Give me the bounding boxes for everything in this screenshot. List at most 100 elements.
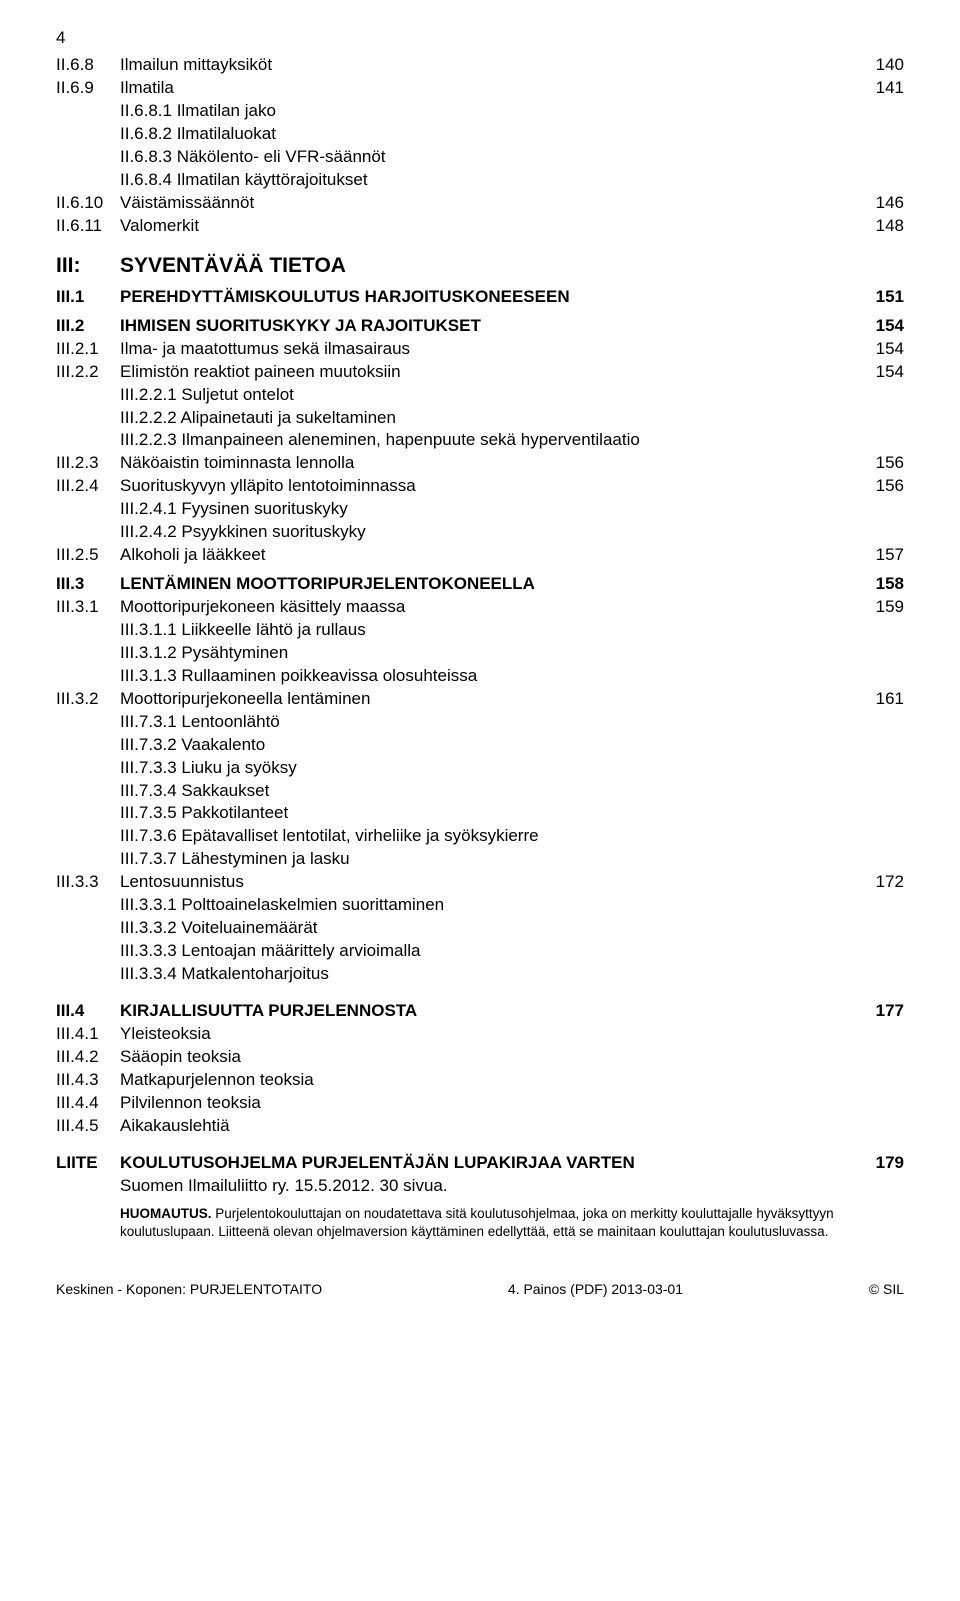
toc-label: LIITE: [56, 1152, 120, 1175]
toc-line: III.1PEREHDYTTÄMISKOULUTUS HARJOITUSKONE…: [56, 286, 904, 309]
toc-text: III.3.1.2 Pysähtyminen: [120, 642, 854, 665]
toc-text: III.3.1.3 Rullaaminen poikkeavissa olosu…: [120, 665, 854, 688]
toc-text: III.7.3.7 Lähestyminen ja lasku: [120, 848, 854, 871]
toc-line: III.7.3.3 Liuku ja syöksy: [56, 757, 904, 780]
toc-label: III.2.4: [56, 475, 120, 498]
toc-label: III.4.3: [56, 1069, 120, 1092]
toc-text: III.7.3.6 Epätavalliset lentotilat, virh…: [120, 825, 854, 848]
toc-line: II.6.8.3 Näkölento- eli VFR-säännöt: [56, 146, 904, 169]
toc-line: II.6.11Valomerkit148: [56, 215, 904, 238]
toc-line: III.3.3.3 Lentoajan määrittely arvioimal…: [56, 940, 904, 963]
toc-page-number: 172: [854, 871, 904, 894]
toc-line: III.3.3Lentosuunnistus172: [56, 871, 904, 894]
toc-page-number: 154: [854, 315, 904, 338]
toc-line: III.3.1Moottoripurjekoneen käsittely maa…: [56, 596, 904, 619]
toc-text: LENTÄMINEN MOOTTORIPURJELENTOKONEELLA: [120, 573, 854, 596]
toc-text: III.7.3.2 Vaakalento: [120, 734, 854, 757]
toc-line: II.6.8Ilmailun mittayksiköt140: [56, 54, 904, 77]
table-of-contents: II.6.8Ilmailun mittayksiköt140II.6.9Ilma…: [56, 54, 904, 1197]
toc-line: II.6.8.2 Ilmatilaluokat: [56, 123, 904, 146]
toc-text: PEREHDYTTÄMISKOULUTUS HARJOITUSKONEESEEN: [120, 286, 854, 309]
toc-text: Valomerkit: [120, 215, 854, 238]
page-footer: Keskinen - Koponen: PURJELENTOTAITO 4. P…: [56, 1281, 904, 1297]
toc-page-number: 161: [854, 688, 904, 711]
toc-line: II.6.8.4 Ilmatilan käyttörajoitukset: [56, 169, 904, 192]
toc-page-number: 148: [854, 215, 904, 238]
toc-line: III.7.3.1 Lentoonlähtö: [56, 711, 904, 734]
toc-text: III.7.3.3 Liuku ja syöksy: [120, 757, 854, 780]
toc-label: III.2.1: [56, 338, 120, 361]
toc-text: Väistämissäännöt: [120, 192, 854, 215]
toc-line: III.3.3.4 Matkalentoharjoitus: [56, 963, 904, 986]
toc-label: III.4.2: [56, 1046, 120, 1069]
toc-text: Moottoripurjekoneen käsittely maassa: [120, 596, 854, 619]
toc-text: II.6.8.4 Ilmatilan käyttörajoitukset: [120, 169, 854, 192]
page-number: 4: [56, 28, 904, 48]
toc-text: III.3.3.4 Matkalentoharjoitus: [120, 963, 854, 986]
toc-text: II.6.8.3 Näkölento- eli VFR-säännöt: [120, 146, 854, 169]
toc-page-number: 158: [854, 573, 904, 596]
toc-line: III.3LENTÄMINEN MOOTTORIPURJELENTOKONEEL…: [56, 573, 904, 596]
toc-page-number: 179: [854, 1152, 904, 1175]
spacer: [56, 986, 904, 1000]
toc-page-number: 177: [854, 1000, 904, 1023]
toc-text: III.2.4.1 Fyysinen suorituskyky: [120, 498, 854, 521]
note-body: Purjelentokouluttajan on noudatettava si…: [120, 1206, 834, 1239]
toc-page-number: 154: [854, 361, 904, 384]
toc-line: III.2.2.1 Suljetut ontelot: [56, 384, 904, 407]
toc-label: III.4.4: [56, 1092, 120, 1115]
toc-line: III.2.2.2 Alipainetauti ja sukeltaminen: [56, 407, 904, 430]
toc-text: Pilvilennon teoksia: [120, 1092, 854, 1115]
note-heading: HUOMAUTUS.: [120, 1206, 212, 1221]
toc-text: Aikakauslehtiä: [120, 1115, 854, 1138]
toc-label: III.3.3: [56, 871, 120, 894]
toc-label: III.3: [56, 573, 120, 596]
toc-text: Moottoripurjekoneella lentäminen: [120, 688, 854, 711]
toc-text: Suorituskyvyn ylläpito lentotoiminnassa: [120, 475, 854, 498]
toc-line: Suomen Ilmailuliitto ry. 15.5.2012. 30 s…: [56, 1175, 904, 1198]
toc-line: III.2.4.2 Psyykkinen suorituskyky: [56, 521, 904, 544]
toc-text: SYVENTÄVÄÄ TIETOA: [120, 252, 854, 280]
toc-text: III.3.3.3 Lentoajan määrittely arvioimal…: [120, 940, 854, 963]
toc-line: II.6.8.1 Ilmatilan jako: [56, 100, 904, 123]
toc-line: III.7.3.6 Epätavalliset lentotilat, virh…: [56, 825, 904, 848]
toc-label: III:: [56, 252, 120, 280]
toc-text: Ilmatila: [120, 77, 854, 100]
toc-line: III.2IHMISEN SUORITUSKYKY JA RAJOITUKSET…: [56, 315, 904, 338]
toc-line: III.4.3Matkapurjelennon teoksia: [56, 1069, 904, 1092]
toc-text: KIRJALLISUUTTA PURJELENNOSTA: [120, 1000, 854, 1023]
toc-text: Ilmailun mittayksiköt: [120, 54, 854, 77]
toc-line: III.2.5Alkoholi ja lääkkeet157: [56, 544, 904, 567]
toc-line: III.2.1Ilma- ja maatottumus sekä ilmasai…: [56, 338, 904, 361]
toc-line: III.3.1.2 Pysähtyminen: [56, 642, 904, 665]
note-block: HUOMAUTUS. Purjelentokouluttajan on noud…: [56, 1205, 904, 1240]
toc-line: III.7.3.5 Pakkotilanteet: [56, 802, 904, 825]
toc-line: III.4.4Pilvilennon teoksia: [56, 1092, 904, 1115]
toc-label: III.2.3: [56, 452, 120, 475]
toc-text: III.2.4.2 Psyykkinen suorituskyky: [120, 521, 854, 544]
toc-text: III.2.2.2 Alipainetauti ja sukeltaminen: [120, 407, 854, 430]
toc-line: LIITEKOULUTUSOHJELMA PURJELENTÄJÄN LUPAK…: [56, 1152, 904, 1175]
toc-text: III.3.3.2 Voiteluainemäärät: [120, 917, 854, 940]
toc-text: IHMISEN SUORITUSKYKY JA RAJOITUKSET: [120, 315, 854, 338]
toc-text: Ilma- ja maatottumus sekä ilmasairaus: [120, 338, 854, 361]
toc-text: III.7.3.5 Pakkotilanteet: [120, 802, 854, 825]
toc-label: II.6.11: [56, 215, 120, 238]
toc-text: Elimistön reaktiot paineen muutoksiin: [120, 361, 854, 384]
toc-page-number: 151: [854, 286, 904, 309]
toc-text: III.2.2.1 Suljetut ontelot: [120, 384, 854, 407]
toc-line: III.3.2Moottoripurjekoneella lentäminen1…: [56, 688, 904, 711]
spacer: [56, 1138, 904, 1152]
footer-left: Keskinen - Koponen: PURJELENTOTAITO: [56, 1281, 322, 1297]
toc-line: III.4.1Yleisteoksia: [56, 1023, 904, 1046]
toc-text: III.7.3.4 Sakkaukset: [120, 780, 854, 803]
toc-line: III.4.5Aikakauslehtiä: [56, 1115, 904, 1138]
toc-page-number: 154: [854, 338, 904, 361]
toc-page-number: 159: [854, 596, 904, 619]
toc-text: III.3.1.1 Liikkeelle lähtö ja rullaus: [120, 619, 854, 642]
toc-page-number: 146: [854, 192, 904, 215]
toc-text: Matkapurjelennon teoksia: [120, 1069, 854, 1092]
document-page: 4 II.6.8Ilmailun mittayksiköt140II.6.9Il…: [0, 0, 960, 1601]
toc-label: III.4.5: [56, 1115, 120, 1138]
toc-page-number: 156: [854, 475, 904, 498]
